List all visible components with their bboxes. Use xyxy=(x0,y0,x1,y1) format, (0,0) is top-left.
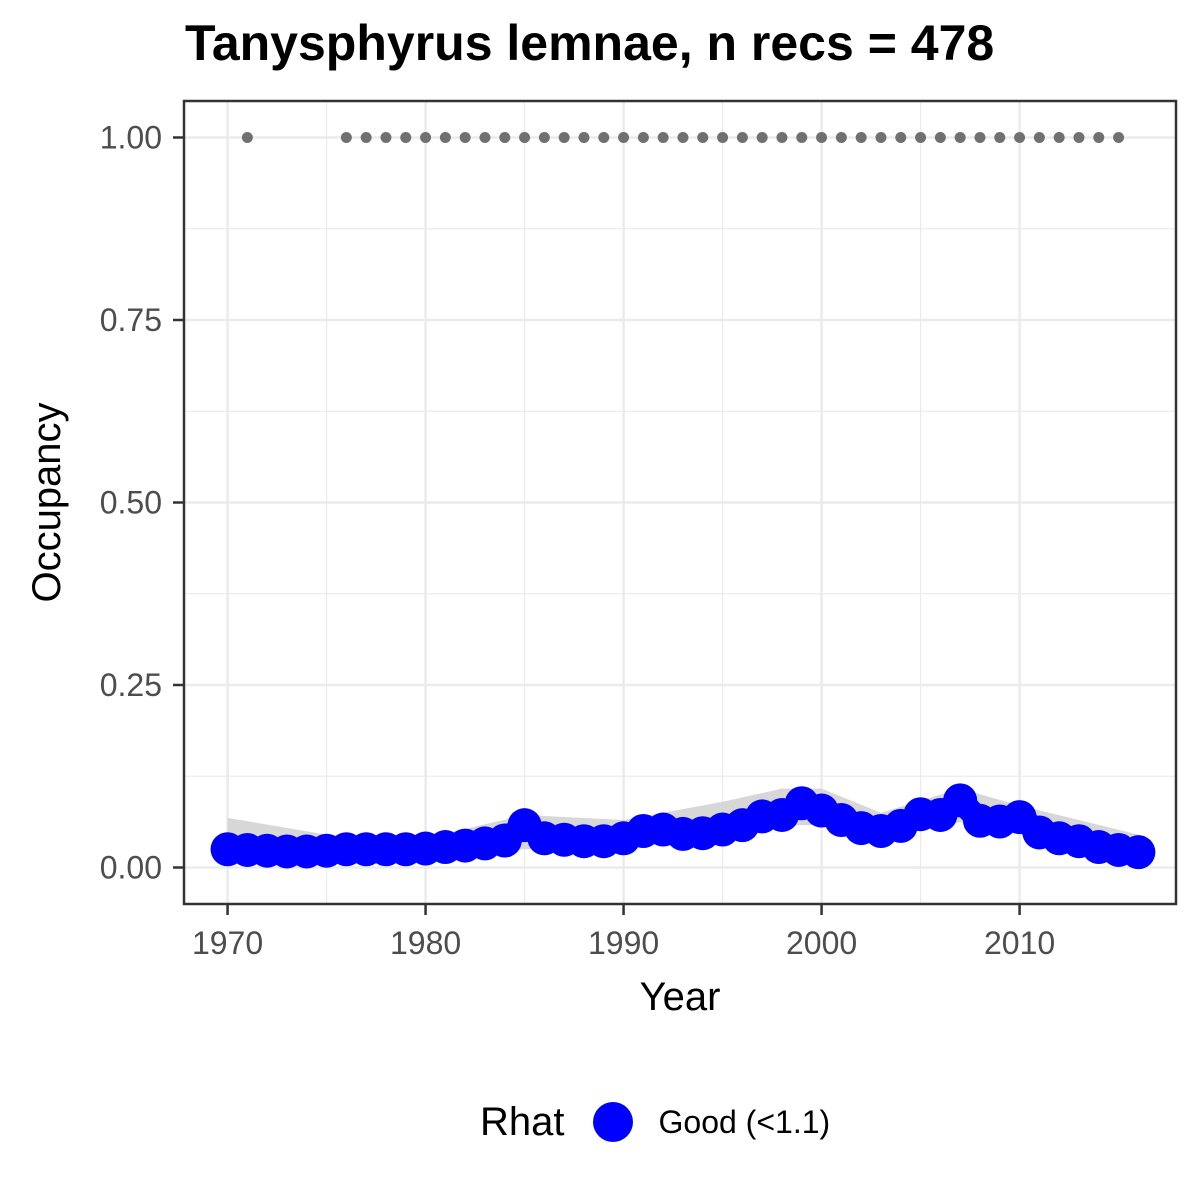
data-point xyxy=(1121,835,1156,870)
record-marker xyxy=(400,132,412,143)
y-tick-label: 1.00 xyxy=(100,120,162,156)
record-marker xyxy=(420,132,432,143)
y-tick-label: 0.50 xyxy=(100,485,162,521)
legend: Rhat Good (<1.1) xyxy=(480,1092,830,1152)
chart-title: Tanysphyrus lemnae, n recs = 478 xyxy=(185,15,995,71)
record-marker xyxy=(459,132,471,143)
record-marker xyxy=(637,132,649,143)
record-marker xyxy=(697,132,709,143)
record-marker xyxy=(1053,132,1065,143)
record-marker xyxy=(499,132,511,143)
record-marker xyxy=(558,132,570,143)
record-marker xyxy=(380,132,392,143)
y-axis-title: Occupancy xyxy=(25,402,69,602)
record-marker xyxy=(994,132,1006,143)
record-marker xyxy=(618,132,630,143)
record-marker xyxy=(954,132,966,143)
x-tick-label: 1970 xyxy=(192,925,263,961)
record-marker xyxy=(717,132,729,143)
record-marker xyxy=(835,132,847,143)
record-marker xyxy=(1093,132,1105,143)
record-marker xyxy=(756,132,768,143)
record-marker xyxy=(578,132,590,143)
record-marker xyxy=(796,132,808,143)
record-marker xyxy=(538,132,550,143)
record-marker xyxy=(736,132,748,143)
y-tick-label: 0.75 xyxy=(100,302,162,338)
record-marker xyxy=(895,132,907,143)
grid-lines xyxy=(184,101,1176,904)
record-marker xyxy=(657,132,669,143)
record-marker xyxy=(519,132,531,143)
record-marker xyxy=(360,132,372,143)
record-marker xyxy=(974,132,986,143)
record-marker xyxy=(776,132,788,143)
record-markers xyxy=(241,132,1125,143)
record-marker xyxy=(855,132,867,143)
record-marker xyxy=(1014,132,1026,143)
x-axis-title: Year xyxy=(640,975,721,1019)
record-marker xyxy=(479,132,491,143)
record-marker xyxy=(934,132,946,143)
record-marker xyxy=(1113,132,1125,143)
legend-title: Rhat xyxy=(480,1099,565,1144)
record-marker xyxy=(816,132,828,143)
record-marker xyxy=(677,132,689,143)
x-tick-label: 2010 xyxy=(984,925,1055,961)
record-marker xyxy=(1033,132,1045,143)
record-marker xyxy=(439,132,451,143)
x-tick-label: 1980 xyxy=(390,925,461,961)
legend-key-good xyxy=(592,1102,633,1142)
y-tick-label: 0.25 xyxy=(100,667,162,703)
x-tick-label: 1990 xyxy=(588,925,659,961)
occupancy-series xyxy=(210,783,1156,870)
record-marker xyxy=(1073,132,1085,143)
record-marker xyxy=(915,132,927,143)
x-tick-label: 2000 xyxy=(786,925,857,961)
legend-label-good: Good (<1.1) xyxy=(658,1103,831,1140)
axes: 1970 1980 1990 2000 2010 0.00 0.25 0.50 0.75 1.00 xyxy=(100,120,1055,962)
record-marker xyxy=(340,132,352,143)
y-tick-label: 0.00 xyxy=(100,850,162,886)
record-marker xyxy=(241,132,253,143)
record-marker xyxy=(875,132,887,143)
record-marker xyxy=(598,132,610,143)
